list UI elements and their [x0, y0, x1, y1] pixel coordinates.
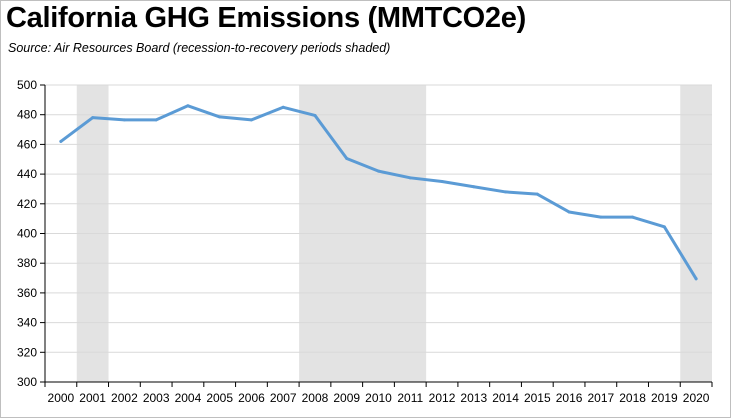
chart-subtitle: Source: Air Resources Board (recession-t…	[8, 41, 391, 55]
data-point-2008	[313, 113, 317, 117]
x-tick-label-2007: 2007	[270, 391, 297, 405]
y-tick-label-300: 300	[17, 375, 37, 389]
x-tick-label-2014: 2014	[492, 391, 519, 405]
x-tick-label-2004: 2004	[175, 391, 202, 405]
data-point-2007	[281, 105, 285, 109]
y-tick-labels: 300 320 340 360 380 400 420 440 460 480 500	[17, 78, 37, 389]
chart-title: California GHG Emissions (MMTCO2e)	[6, 2, 526, 34]
data-point-2016	[567, 210, 571, 214]
y-tick-label-380: 380	[17, 256, 37, 270]
x-tick-label-2006: 2006	[238, 391, 265, 405]
data-point-2006	[249, 118, 253, 122]
x-tick-label-2010: 2010	[365, 391, 392, 405]
y-tick-label-320: 320	[17, 345, 37, 359]
data-point-2010	[377, 169, 380, 173]
data-point-2011	[408, 176, 412, 180]
x-tick-label-2000: 2000	[48, 391, 75, 405]
data-point-2015	[535, 192, 539, 196]
y-tick-label-480: 480	[17, 108, 37, 122]
y-tick-label-500: 500	[17, 78, 37, 92]
x-tick-label-2020: 2020	[683, 391, 710, 405]
data-point-2000	[59, 139, 63, 143]
x-tick-label-2019: 2019	[651, 391, 678, 405]
data-point-2013	[472, 185, 476, 189]
y-tick-label-400: 400	[17, 227, 37, 241]
grid-layer	[45, 84, 712, 353]
x-tick-label-2009: 2009	[333, 391, 360, 405]
x-tick-label-2001: 2001	[79, 391, 106, 405]
data-point-2012	[440, 180, 444, 184]
x-tick-label-2012: 2012	[429, 391, 456, 405]
x-tick-label-2018: 2018	[619, 391, 646, 405]
x-tick-label-2003: 2003	[143, 391, 170, 405]
x-tick-labels: 2000 2001 2002 2003 2004 2005 2006 2007 2008 2009…	[48, 391, 710, 405]
data-point-2017	[599, 215, 603, 219]
x-tick-label-2016: 2016	[556, 391, 583, 405]
data-point-2003	[154, 118, 158, 122]
x-tick-label-2017: 2017	[587, 391, 614, 405]
data-point-2018	[631, 215, 635, 219]
x-tick-label-2002: 2002	[111, 391, 138, 405]
x-tick-label-2008: 2008	[302, 391, 329, 405]
data-point-2014	[504, 190, 508, 194]
data-point-2001	[91, 116, 95, 120]
y-tick-label-420: 420	[17, 197, 37, 211]
y-tick-label-360: 360	[17, 286, 37, 300]
y-tick-label-460: 460	[17, 137, 37, 151]
x-tick-label-2011: 2011	[397, 391, 423, 405]
x-tick-label-2015: 2015	[524, 391, 551, 405]
data-point-2020	[694, 277, 698, 281]
data-point-2019	[662, 225, 666, 229]
data-point-2004	[186, 104, 190, 108]
y-tick-label-340: 340	[17, 316, 37, 330]
axis-layer	[40, 84, 713, 387]
x-tick-label-2005: 2005	[206, 391, 233, 405]
data-point-2002	[122, 118, 126, 122]
series-layer	[59, 104, 698, 281]
data-point-2005	[218, 115, 222, 119]
x-tick-label-2013: 2013	[460, 391, 487, 405]
data-point-2009	[345, 157, 349, 161]
y-tick-label-440: 440	[17, 167, 37, 181]
